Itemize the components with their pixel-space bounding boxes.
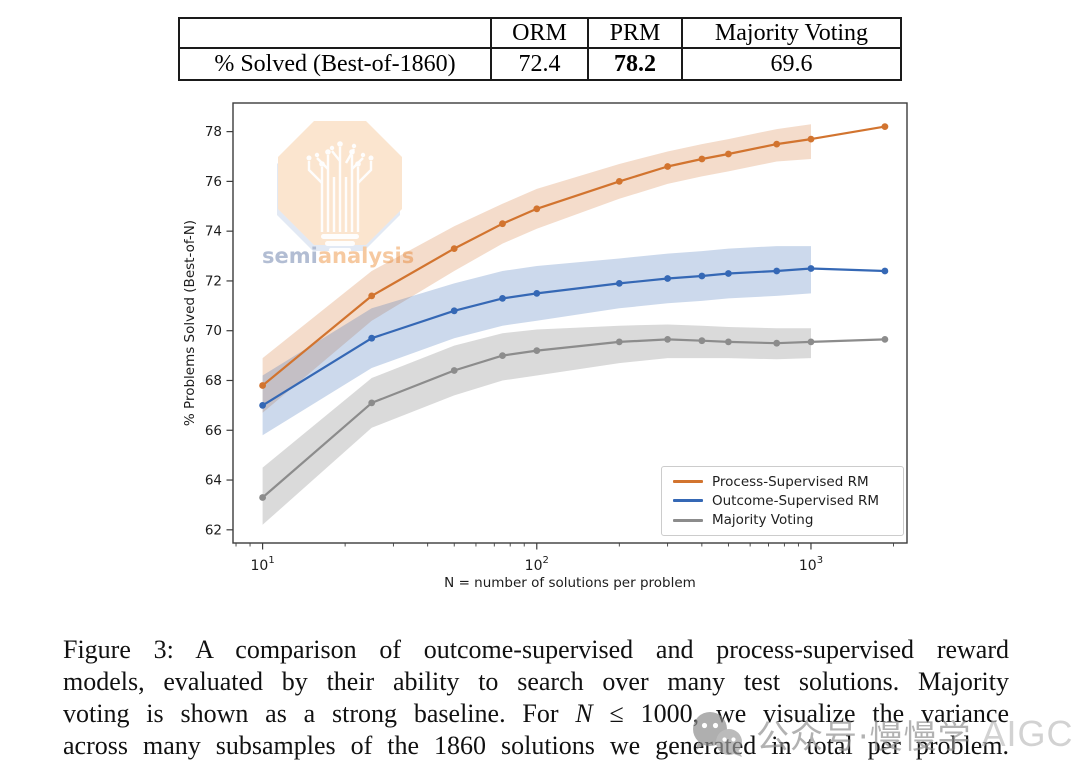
legend-line-swatch-blue — [673, 499, 703, 503]
y-tick-label: 68 — [205, 373, 222, 389]
table-header-orm: ORM — [492, 19, 589, 49]
data-point — [259, 382, 266, 389]
data-point — [725, 338, 732, 346]
caption-math-n: N — [575, 699, 593, 728]
x-axis-label: N = number of solutions per problem — [444, 575, 696, 591]
y-tick-label: 64 — [205, 473, 222, 489]
y-tick-label: 66 — [205, 423, 222, 439]
data-point — [807, 338, 815, 346]
data-point — [499, 352, 506, 359]
y-tick-label: 74 — [205, 224, 222, 240]
x-tick-label: 103 — [799, 555, 823, 574]
data-point — [533, 347, 541, 354]
data-point — [773, 140, 781, 148]
data-point — [773, 267, 781, 275]
legend-item-outcome-supervised: Outcome-Supervised RM — [673, 493, 899, 509]
y-tick-label: 78 — [205, 124, 222, 140]
wechat-watermark-aigc: AIGC — [981, 713, 1074, 754]
data-point — [664, 275, 671, 282]
data-point — [664, 163, 671, 170]
logo-circuit-nodes — [306, 141, 374, 252]
y-tick-label: 70 — [205, 323, 222, 339]
data-point — [615, 338, 623, 346]
x-tick-label: 102 — [525, 555, 549, 574]
data-point — [807, 265, 815, 272]
data-line — [262, 267, 885, 407]
caption-line-3: voting is shown as a strong baseline. Fo… — [63, 698, 1009, 730]
plot-border — [232, 102, 908, 544]
x-tick-label: 101 — [250, 555, 274, 574]
data-point — [450, 245, 458, 253]
data-point — [881, 123, 889, 130]
results-table: ORM PRM Majority Voting % Solved (Best-o… — [178, 17, 902, 81]
data-point — [368, 334, 376, 342]
caption-line-3-post: ≤ 1000, we visualize the variance — [609, 699, 1010, 728]
data-point — [450, 307, 458, 315]
legend-line-swatch-orange — [673, 480, 703, 484]
semianalysis-watermark-logo — [277, 121, 402, 252]
wechat-icon — [693, 712, 742, 757]
caption-line-3-pre: voting is shown as a strong baseline. Fo… — [63, 699, 559, 728]
table-value-prm: 78.2 — [589, 49, 683, 79]
figure-caption: Figure 3: A comparison of outcome-superv… — [63, 634, 1009, 762]
data-point — [259, 494, 266, 501]
data-line — [261, 125, 886, 387]
legend-item-process-supervised: Process-Supervised RM — [673, 474, 899, 490]
y-tick-label: 76 — [205, 174, 222, 190]
data-point — [615, 280, 623, 287]
y-tick-label: 62 — [205, 522, 222, 538]
table-value-majority-voting: 69.6 — [770, 50, 813, 77]
data-point — [259, 402, 266, 409]
y-axis-label: % Problems Solved (Best-of-N) — [182, 219, 198, 427]
table-value-orm: 72.4 — [492, 49, 589, 79]
data-point — [450, 367, 458, 374]
chart-plot: 62 64 66 68 70 72 74 76 78 101 102 103 — [205, 102, 908, 574]
data-point — [533, 290, 541, 297]
data-point — [533, 205, 541, 213]
legend-item-majority-voting: Majority Voting — [673, 512, 899, 528]
data-point — [725, 270, 732, 277]
data-point — [698, 155, 706, 163]
chart-legend: Process-Supervised RM Outcome-Supervised… — [661, 466, 904, 536]
data-point — [615, 178, 623, 185]
data-point — [368, 292, 376, 300]
caption-line-2: models, evaluated by their ability to se… — [63, 667, 1009, 696]
logo-text-semi: semi — [262, 244, 318, 268]
wechat-watermark-text: 公众号·慢慢学 — [756, 717, 972, 756]
legend-line-swatch-gray — [673, 518, 703, 522]
legend-label: Majority Voting — [712, 512, 814, 529]
variance-band — [262, 246, 812, 436]
data-point — [368, 399, 376, 407]
wechat-watermark: 公众号·慢慢学 AIGC — [688, 708, 1074, 760]
data-point — [499, 295, 506, 302]
data-point — [499, 220, 506, 228]
y-tick-label: 72 — [205, 273, 222, 289]
data-point — [664, 336, 671, 343]
data-point — [698, 272, 706, 280]
caption-line-4: across many subsamples of the 1860 solut… — [63, 731, 1009, 760]
data-point — [773, 339, 781, 347]
variance-band — [262, 124, 812, 413]
table-row-label: % Solved (Best-of-1860) — [180, 49, 492, 79]
table-corner-cell — [180, 19, 492, 49]
table-header-majority-voting: Majority Voting — [683, 19, 900, 49]
data-line — [261, 338, 885, 499]
variance-band — [262, 324, 812, 525]
legend-label: Process-Supervised RM — [712, 473, 869, 490]
logo-text-analysis: analysis — [317, 244, 415, 268]
semianalysis-watermark-text: semianalysis — [262, 244, 415, 268]
caption-line-1: Figure 3: A comparison of outcome-superv… — [63, 635, 1009, 664]
data-point — [881, 336, 889, 343]
legend-label: Outcome-Supervised RM — [712, 492, 880, 509]
table-header-prm: PRM — [589, 19, 683, 49]
data-point — [725, 150, 732, 158]
data-point — [807, 135, 815, 143]
data-point — [881, 267, 889, 275]
data-point — [698, 337, 706, 345]
